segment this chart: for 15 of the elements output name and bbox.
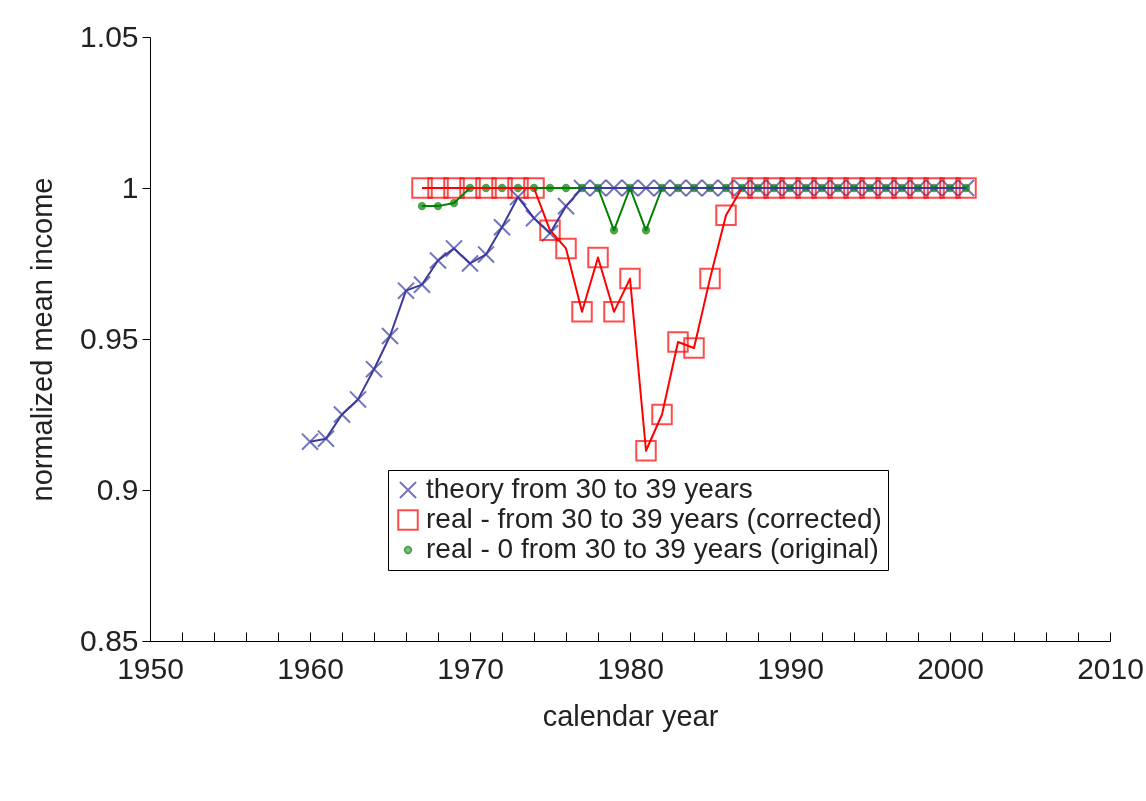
y-axis-title: normalized mean income bbox=[26, 177, 59, 502]
x-tick-label: 2000 bbox=[917, 651, 984, 685]
y-tick-label: 1 bbox=[121, 170, 139, 204]
x-tick-label: 1970 bbox=[437, 651, 504, 685]
x-tick-label: 1980 bbox=[597, 651, 664, 685]
y-tick-label: 0.9 bbox=[96, 472, 139, 506]
legend-label: theory from 30 to 39 years bbox=[426, 473, 753, 504]
y-tick-label: 0.95 bbox=[80, 321, 139, 355]
y-tick-label: 1.05 bbox=[80, 19, 139, 53]
x-tick-label: 1960 bbox=[277, 651, 344, 685]
x-tick-label: 2010 bbox=[1077, 651, 1144, 685]
x-tick-label: 1990 bbox=[757, 651, 824, 685]
x-axis-title: calendar year bbox=[542, 699, 719, 732]
legend-label: real - 0 from 30 to 39 years (original) bbox=[426, 533, 879, 564]
legend-label: real - from 30 to 39 years (corrected) bbox=[426, 503, 882, 534]
